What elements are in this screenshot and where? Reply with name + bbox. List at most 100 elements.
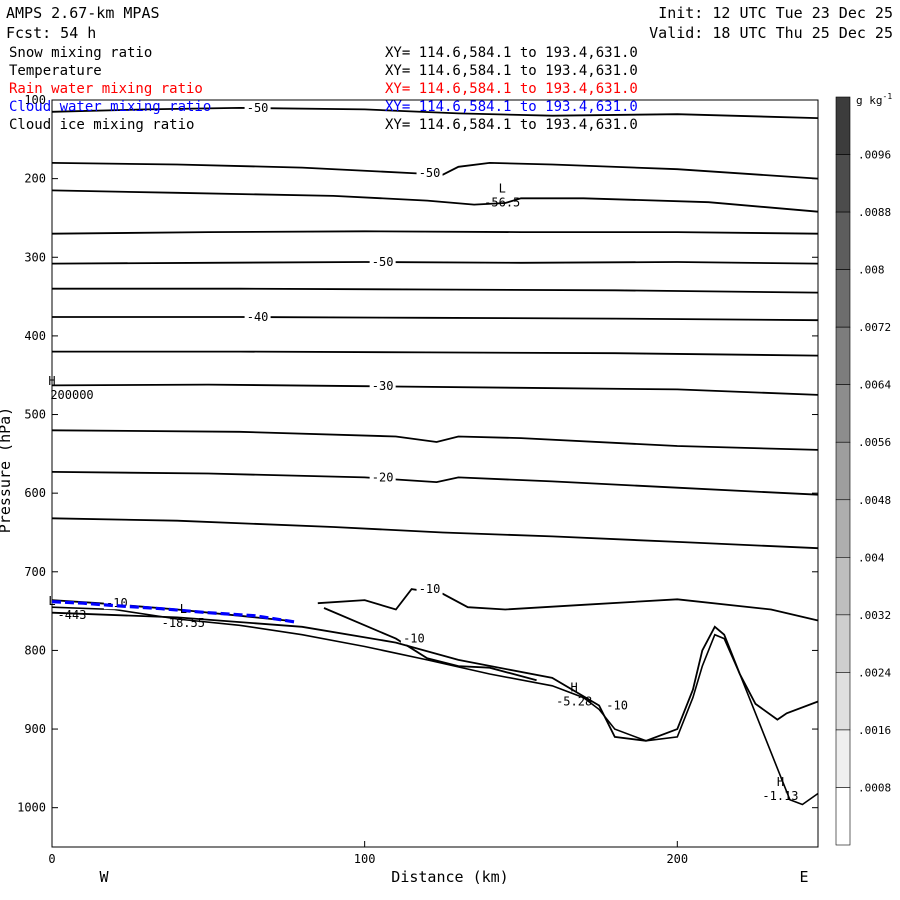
colorbar-level-label: .0056 [858, 436, 891, 449]
contour-label: -50 [372, 255, 394, 269]
legend-entry-name: Cloud water mixing ratio [9, 99, 211, 115]
y-tick-label: 800 [24, 643, 46, 657]
colorbar-swatch [835, 384, 851, 443]
legend-entry-xy: XY= 114.6,584.1 to 193.4,631.0 [385, 117, 638, 133]
y-axis-label: Pressure (hPa) [0, 407, 14, 533]
y-tick-label: 900 [24, 722, 46, 736]
colorbar-swatch [835, 499, 851, 558]
colorbar-swatch [835, 557, 851, 616]
isotherm-line [51, 161, 819, 180]
extremum-value: 200000 [50, 388, 93, 402]
y-tick-label: 100 [24, 93, 46, 107]
x-tick-label: 0 [48, 852, 55, 866]
contour-label-mask [369, 470, 396, 484]
isotherm-line [51, 230, 819, 235]
legend-entry-name: Snow mixing ratio [9, 45, 152, 61]
legend-entry-xy: XY= 114.6,584.1 to 193.4,631.0 [385, 63, 638, 79]
isotherm-line [323, 607, 537, 682]
contour-label: -10 [403, 632, 425, 646]
y-tick-label: 200 [24, 172, 46, 186]
colorbar-level-label: .004 [858, 551, 885, 564]
colorbar-level-label: .0096 [858, 149, 891, 162]
isotherm-contours: -50 -50 -50 -40 -30 -20 -10 -10 -10 -10 [51, 100, 819, 806]
isotherm-line [51, 429, 819, 451]
init-time: Init: 12 UTC Tue 23 Dec 25 [658, 4, 893, 22]
colorbar-level-label: .0016 [858, 724, 891, 737]
contour-label-mask [369, 379, 396, 393]
x-tick-label: 200 [666, 852, 688, 866]
contour-label: -30 [372, 379, 394, 393]
colorbar-level-label: .0032 [858, 609, 891, 622]
legend-entry-xy: XY= 114.6,584.1 to 193.4,631.0 [385, 99, 638, 115]
west-label: W [99, 868, 109, 886]
colorbar-swatch [835, 787, 851, 846]
extremum-marker: H [777, 775, 784, 789]
cloud-water-contour [51, 600, 297, 624]
axis-ticks: 100 200 300 400 500 600 700 800 900 1000 0 100 200 [17, 93, 818, 866]
y-tick-label: 600 [24, 486, 46, 500]
colorbar-level-label: .0048 [858, 494, 891, 507]
contour-label-mask [369, 254, 396, 268]
x-tick-label: 100 [354, 852, 376, 866]
extremum-marker: H [571, 681, 578, 695]
model-title: AMPS 2.67-km MPAS [6, 4, 160, 22]
contour-label-mask [604, 698, 631, 712]
contour-label-mask [244, 310, 271, 324]
isotherm-line [51, 261, 819, 265]
colorbar-unit: g kg-1 [856, 92, 892, 107]
colorbar-level-label: .008 [858, 264, 885, 277]
extremum-marker: L [48, 594, 55, 608]
contour-label: -50 [419, 166, 441, 180]
extremum-value: -443 [58, 608, 87, 622]
extremum-value: -1.13 [762, 789, 798, 803]
contour-label: -10 [606, 698, 628, 712]
x-axis-label: Distance (km) [391, 868, 508, 886]
contour-label: -40 [247, 310, 269, 324]
colorbar-swatch [835, 211, 851, 270]
colorbar-swatch [835, 614, 851, 673]
contour-label: -50 [247, 101, 269, 115]
isotherm-line [52, 316, 819, 322]
colorbar-swatch [835, 672, 851, 731]
colorbar: .0096 .0088 .008 .0072 .0064 .0056 .0048 .004 .0… [835, 96, 891, 846]
east-label: E [799, 868, 808, 886]
contour-label: -20 [372, 470, 394, 484]
contour-label: -10 [106, 596, 128, 610]
colorbar-level-label: .0008 [858, 781, 891, 794]
legend-entry-xy: XY= 114.6,584.1 to 193.4,631.0 [385, 81, 638, 97]
contour-label-mask [400, 631, 427, 645]
extremum-value: -18.55 [162, 616, 205, 630]
colorbar-swatch [835, 269, 851, 328]
colorbar-swatch [835, 96, 851, 155]
colorbar-swatch [835, 154, 851, 213]
colorbar-level-label: .0064 [858, 379, 891, 392]
isotherm-line [52, 350, 819, 357]
forecast-hour: Fcst: 54 h [6, 24, 96, 42]
extremum-marker: H [48, 374, 55, 388]
isotherm-line [51, 189, 819, 213]
contour-label: -10 [419, 582, 441, 596]
colorbar-swatch [835, 729, 851, 788]
y-tick-label: 400 [24, 329, 46, 343]
colorbar-swatch [835, 441, 851, 501]
extremum-marker: L [180, 602, 187, 616]
isotherm-line [51, 471, 819, 496]
legend-entry-name: Temperature [9, 63, 102, 79]
y-tick-label: 700 [24, 565, 46, 579]
y-tick-label: 1000 [17, 801, 46, 815]
y-tick-label: 500 [24, 408, 46, 422]
extremum-value: -5.28 [556, 695, 592, 709]
legend: Snow mixing ratio XY= 114.6,584.1 to 193.… [9, 45, 638, 133]
legend-entry-name: Rain water mixing ratio [9, 81, 203, 97]
isotherm-line [317, 588, 819, 622]
colorbar-level-label: .0088 [858, 206, 891, 219]
extremum-value: -56.5 [484, 195, 520, 209]
isotherm-line [51, 383, 819, 396]
isotherm-line [51, 517, 819, 550]
valid-time: Valid: 18 UTC Thu 25 Dec 25 [649, 24, 893, 42]
colorbar-level-label: .0024 [858, 666, 891, 679]
y-tick-label: 300 [24, 250, 46, 264]
contour-label-mask [416, 166, 443, 180]
colorbar-level-label: .0072 [858, 321, 891, 334]
